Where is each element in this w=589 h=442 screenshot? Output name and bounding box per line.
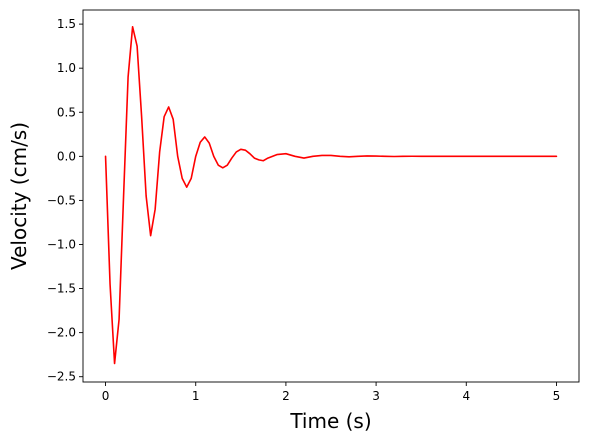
x-tick-label: 2: [282, 389, 290, 403]
y-tick-label: −1.0: [47, 237, 76, 251]
series-line-0: [104, 25, 558, 365]
y-tick-label: 1.0: [57, 61, 76, 75]
y-tick-label: 0.0: [57, 149, 76, 163]
x-tick-label: 4: [462, 389, 470, 403]
x-axis-label: Time (s): [289, 409, 371, 433]
plot-frame: [82, 9, 580, 383]
y-tick-label: 0.5: [57, 105, 76, 119]
y-tick-label: −0.5: [47, 193, 76, 207]
y-tick-label: −1.5: [47, 282, 76, 296]
y-tick-label: 1.5: [57, 17, 76, 31]
x-axis-ticks: 0 1 2 3 4 5: [102, 382, 561, 403]
x-tick-label: 0: [102, 389, 110, 403]
x-tick-label: 3: [372, 389, 380, 403]
series-layer: [104, 25, 558, 365]
x-tick-label: 1: [192, 389, 200, 403]
y-tick-label: −2.5: [47, 370, 76, 384]
plot-area: [83, 10, 579, 382]
y-tick-label: −2.0: [47, 326, 76, 340]
y-axis-ticks: −2.5 −2.0 −1.5 −1.0 −0.5 0.0 0.5 1.0 1.5: [47, 17, 83, 384]
x-tick-label: 5: [553, 389, 561, 403]
y-axis-label: Velocity (cm/s): [7, 122, 31, 270]
